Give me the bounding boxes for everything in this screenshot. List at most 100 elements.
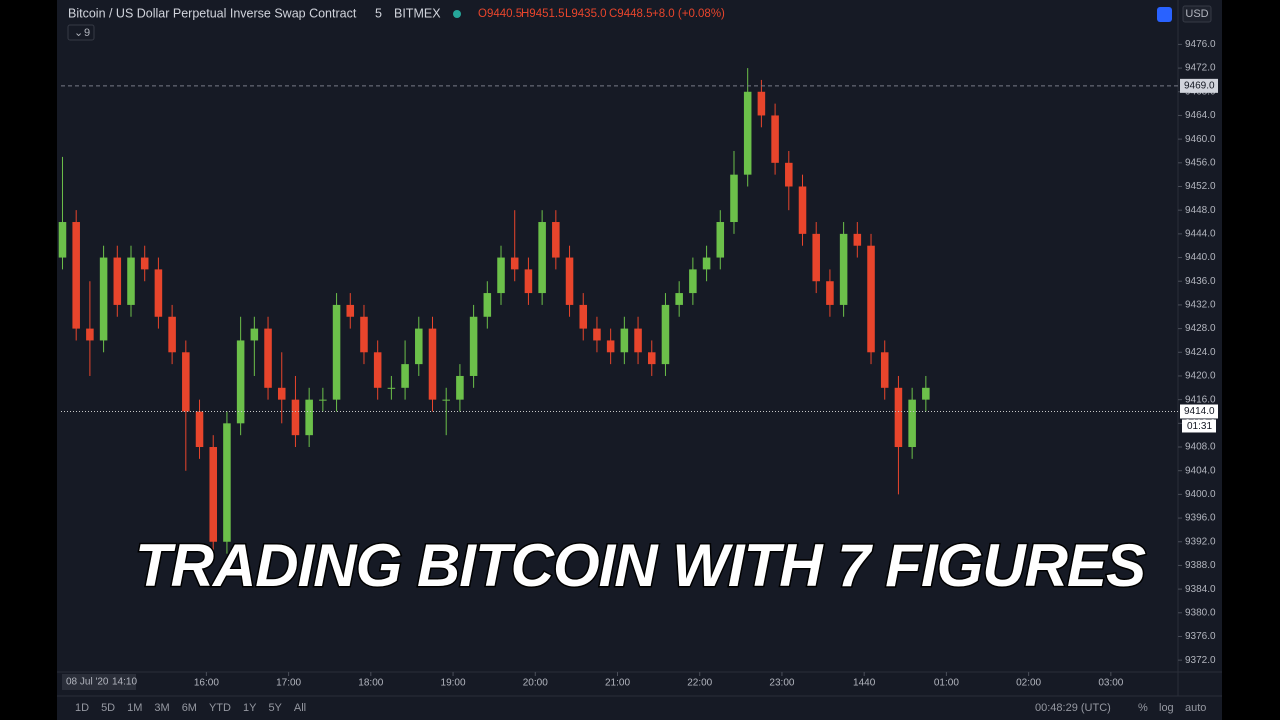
candle-body (880, 352, 889, 388)
countdown-box (1182, 419, 1216, 433)
y-tick-label: 9472.0 (1185, 63, 1216, 74)
price-marker-label: 9469.0 (1184, 80, 1215, 91)
candle-body (291, 399, 300, 436)
settings-button[interactable] (1157, 7, 1172, 22)
candle-body (127, 257, 135, 305)
y-tick-label: 9432.0 (1185, 300, 1216, 311)
candle-body (785, 162, 793, 187)
auto-toggle[interactable]: auto (1185, 702, 1206, 714)
x-tick-label: 02:00 (1016, 678, 1041, 689)
candle-body (250, 328, 259, 341)
chart-background (57, 0, 1222, 720)
candle-body (346, 304, 355, 317)
currency-box[interactable] (1182, 5, 1212, 23)
y-tick-label: 9404.0 (1185, 465, 1216, 476)
candle-body (332, 304, 341, 400)
y-tick-label: 9436.0 (1185, 276, 1216, 287)
candle-body (168, 316, 176, 353)
y-tick-label: 9448.0 (1185, 205, 1216, 216)
candle-body (401, 364, 409, 388)
y-tick-label: 9372.0 (1185, 655, 1216, 666)
y-tick-label: 9416.0 (1185, 394, 1216, 405)
x-tick-label: 23:00 (769, 678, 794, 689)
y-tick-label: 9400.0 (1185, 489, 1216, 500)
symbol: Bitcoin / US Dollar Perpetual Inverse Sw… (68, 6, 357, 20)
candle-body (798, 186, 807, 234)
candle-body (182, 352, 190, 412)
x-tick-label: 1440 (853, 678, 876, 689)
candle-body (716, 222, 725, 258)
candle-body (305, 399, 313, 436)
y-tick-label: 9464.0 (1185, 110, 1216, 121)
log-toggle[interactable]: log (1159, 702, 1174, 714)
ohlc-close: C9448.5 (609, 8, 652, 20)
candle-body (565, 257, 574, 305)
range-button[interactable]: 5D (101, 702, 115, 714)
range-button[interactable]: 5Y (268, 702, 282, 714)
start-label-box (62, 674, 136, 690)
plot (58, 68, 1178, 554)
x-tick-label: 18:00 (358, 678, 383, 689)
candle-body (319, 399, 327, 401)
percent-toggle[interactable]: % (1138, 702, 1148, 714)
candle-body (757, 91, 766, 116)
candle-body (277, 387, 286, 400)
toolbar: 1D 5D 1M 3M 6M YTD 1Y 5Y All (75, 702, 306, 714)
ohlc-low: L9435.0 (565, 8, 607, 20)
indicator-toggle[interactable] (67, 24, 95, 41)
x-tick-label: 22:00 (687, 678, 712, 689)
candle-body (442, 399, 450, 401)
y-tick-label: 9392.0 (1185, 536, 1216, 547)
range-button[interactable]: 3M (154, 702, 169, 714)
y-tick-label: 9420.0 (1185, 371, 1216, 382)
candle-body (579, 304, 588, 329)
candle-body (620, 328, 629, 353)
price-axis-background (1178, 0, 1222, 672)
indicator-count: 9 (84, 27, 90, 39)
candle-body (456, 375, 464, 400)
candle-body (702, 257, 711, 270)
y-tick-label: 9452.0 (1185, 181, 1216, 192)
y-tick-label: 9376.0 (1185, 631, 1216, 642)
ohlc-open: O9440.5 (478, 8, 522, 20)
candle-body (908, 399, 916, 448)
candle-body (360, 316, 368, 353)
x-tick-label: 19:00 (441, 678, 466, 689)
x-tick-label: 01:00 (934, 678, 959, 689)
candle-body (387, 387, 396, 389)
y-tick-label: 9396.0 (1185, 513, 1216, 524)
indicator-chevron: ⌄ (74, 27, 83, 39)
start-date: 08 Jul '20 (66, 677, 109, 688)
y-tick-label: 9384.0 (1185, 584, 1216, 595)
x-tick-label: 03:00 (1098, 678, 1123, 689)
candle-body (415, 328, 423, 365)
y-tick-label: 9388.0 (1185, 560, 1216, 571)
candle-body (661, 304, 670, 365)
range-button[interactable]: YTD (209, 702, 231, 714)
candle-body (428, 328, 437, 400)
range-button[interactable]: 6M (182, 702, 197, 714)
candle-body (730, 174, 738, 223)
candle-body (689, 269, 697, 294)
y-tick-label: 9428.0 (1185, 323, 1216, 334)
y-tick-label: 9380.0 (1185, 607, 1216, 618)
overlay-title: TRADING BITCOIN WITH 7 FIGURES (135, 532, 1146, 599)
candle-body (606, 340, 615, 353)
range-button[interactable]: 1M (127, 702, 142, 714)
candle-body (72, 222, 80, 329)
x-tick-label: 16:00 (194, 678, 219, 689)
candle-body (236, 340, 245, 424)
range-button[interactable]: 1D (75, 702, 89, 714)
candle-body (922, 387, 930, 400)
candle-body (510, 257, 519, 270)
status-dot (453, 10, 461, 18)
y-tick-label: 9440.0 (1185, 252, 1216, 263)
range-button[interactable]: All (294, 702, 306, 714)
candle-body (223, 423, 231, 542)
candle-body (113, 257, 122, 305)
candle-body (99, 257, 108, 341)
x-tick-label: 17:00 (276, 678, 301, 689)
candle-body (853, 233, 862, 246)
candle-body (469, 316, 478, 376)
range-button[interactable]: 1Y (243, 702, 257, 714)
